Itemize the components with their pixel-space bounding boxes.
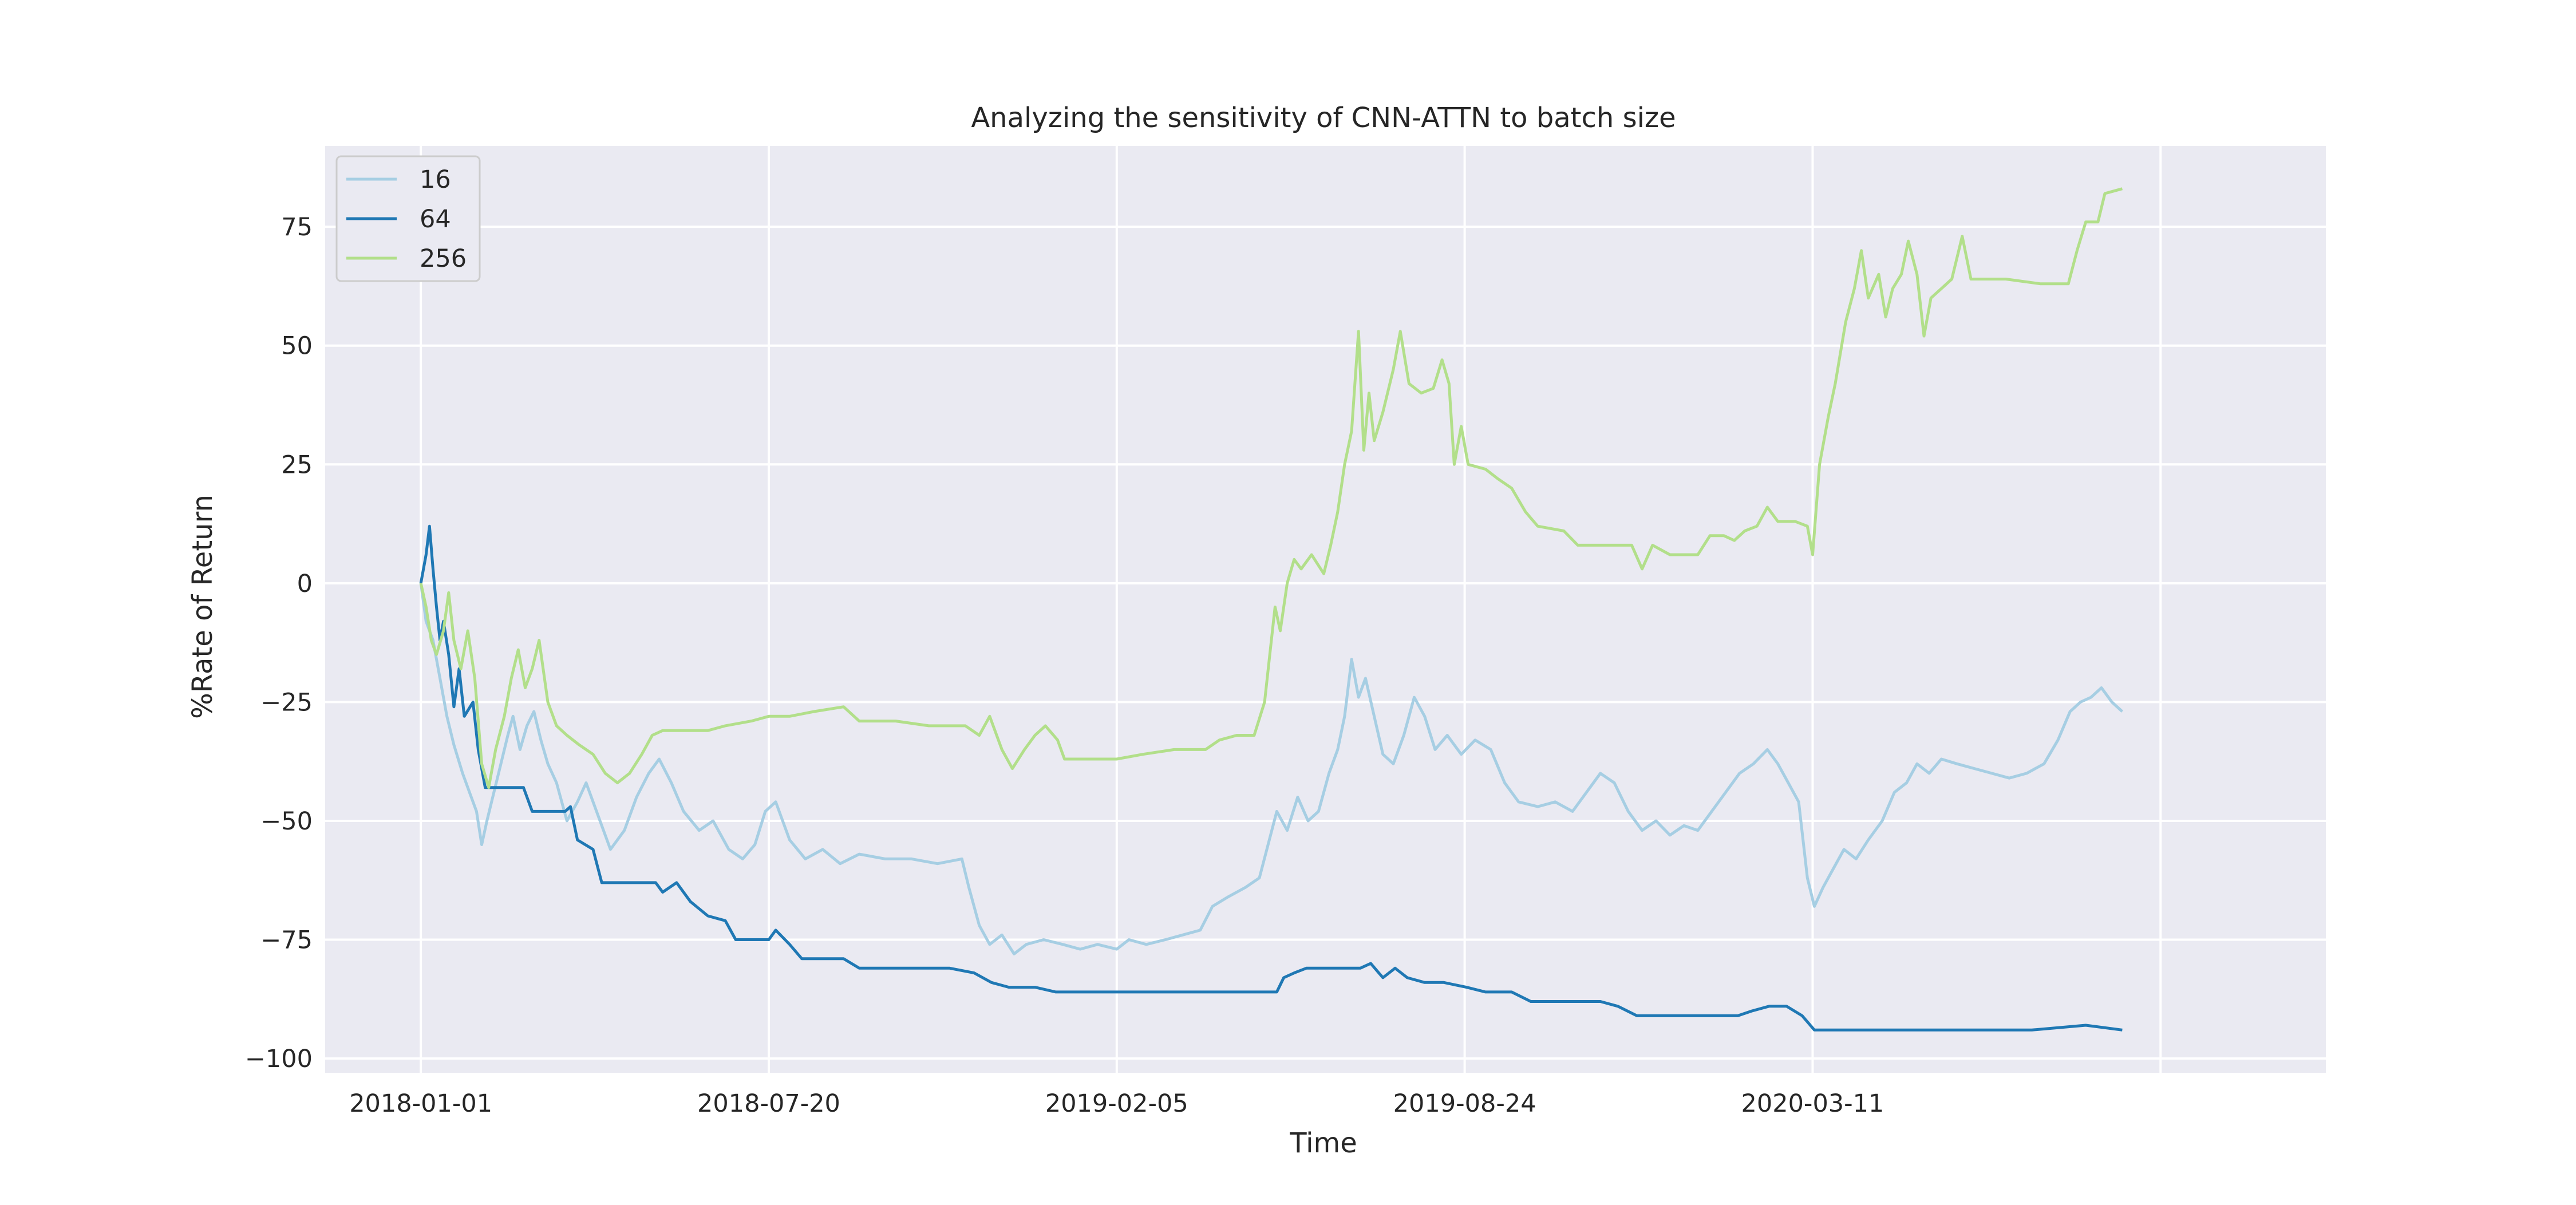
series-line-256 (419, 187, 2123, 789)
legend-label: 64 (420, 205, 451, 234)
y-axis-label: %Rate of Return (187, 495, 219, 719)
chart-title: Analyzing the sensitivity of CNN-ATTN to… (971, 102, 1676, 134)
x-tick-label: 2019-02-05 (1045, 1089, 1188, 1118)
y-tick-label: −100 (245, 1045, 313, 1073)
x-tick-label: 2018-07-20 (697, 1089, 840, 1118)
y-tick-label: 0 (297, 570, 313, 598)
legend-frame (335, 155, 481, 282)
x-tick-label: 2020-03-11 (1741, 1089, 1884, 1118)
x-axis-ticks: 2018-01-01 2018-07-20 2019-02-05 2019-08-24… (349, 1089, 1884, 1118)
series-lines (419, 187, 2124, 1032)
y-tick-label: −75 (260, 926, 313, 955)
y-tick-label: −50 (260, 807, 313, 836)
y-tick-label: 50 (281, 332, 313, 361)
legend: 16 64 256 (335, 155, 481, 282)
y-tick-label: 75 (281, 213, 313, 242)
y-axis-ticks: 75 50 25 0 −25 −50 −75 −100 (245, 213, 313, 1073)
plot-area (325, 146, 2326, 1073)
y-tick-label: 25 (281, 451, 313, 479)
x-tick-label: 2019-08-24 (1393, 1089, 1536, 1118)
grid (325, 146, 2326, 1073)
series-line-16 (419, 583, 2124, 955)
legend-label: 16 (420, 165, 451, 194)
legend-label: 256 (420, 244, 467, 273)
x-axis-label: Time (1289, 1127, 1357, 1159)
y-tick-label: −25 (260, 688, 313, 717)
x-tick-label: 2018-01-01 (349, 1089, 492, 1118)
